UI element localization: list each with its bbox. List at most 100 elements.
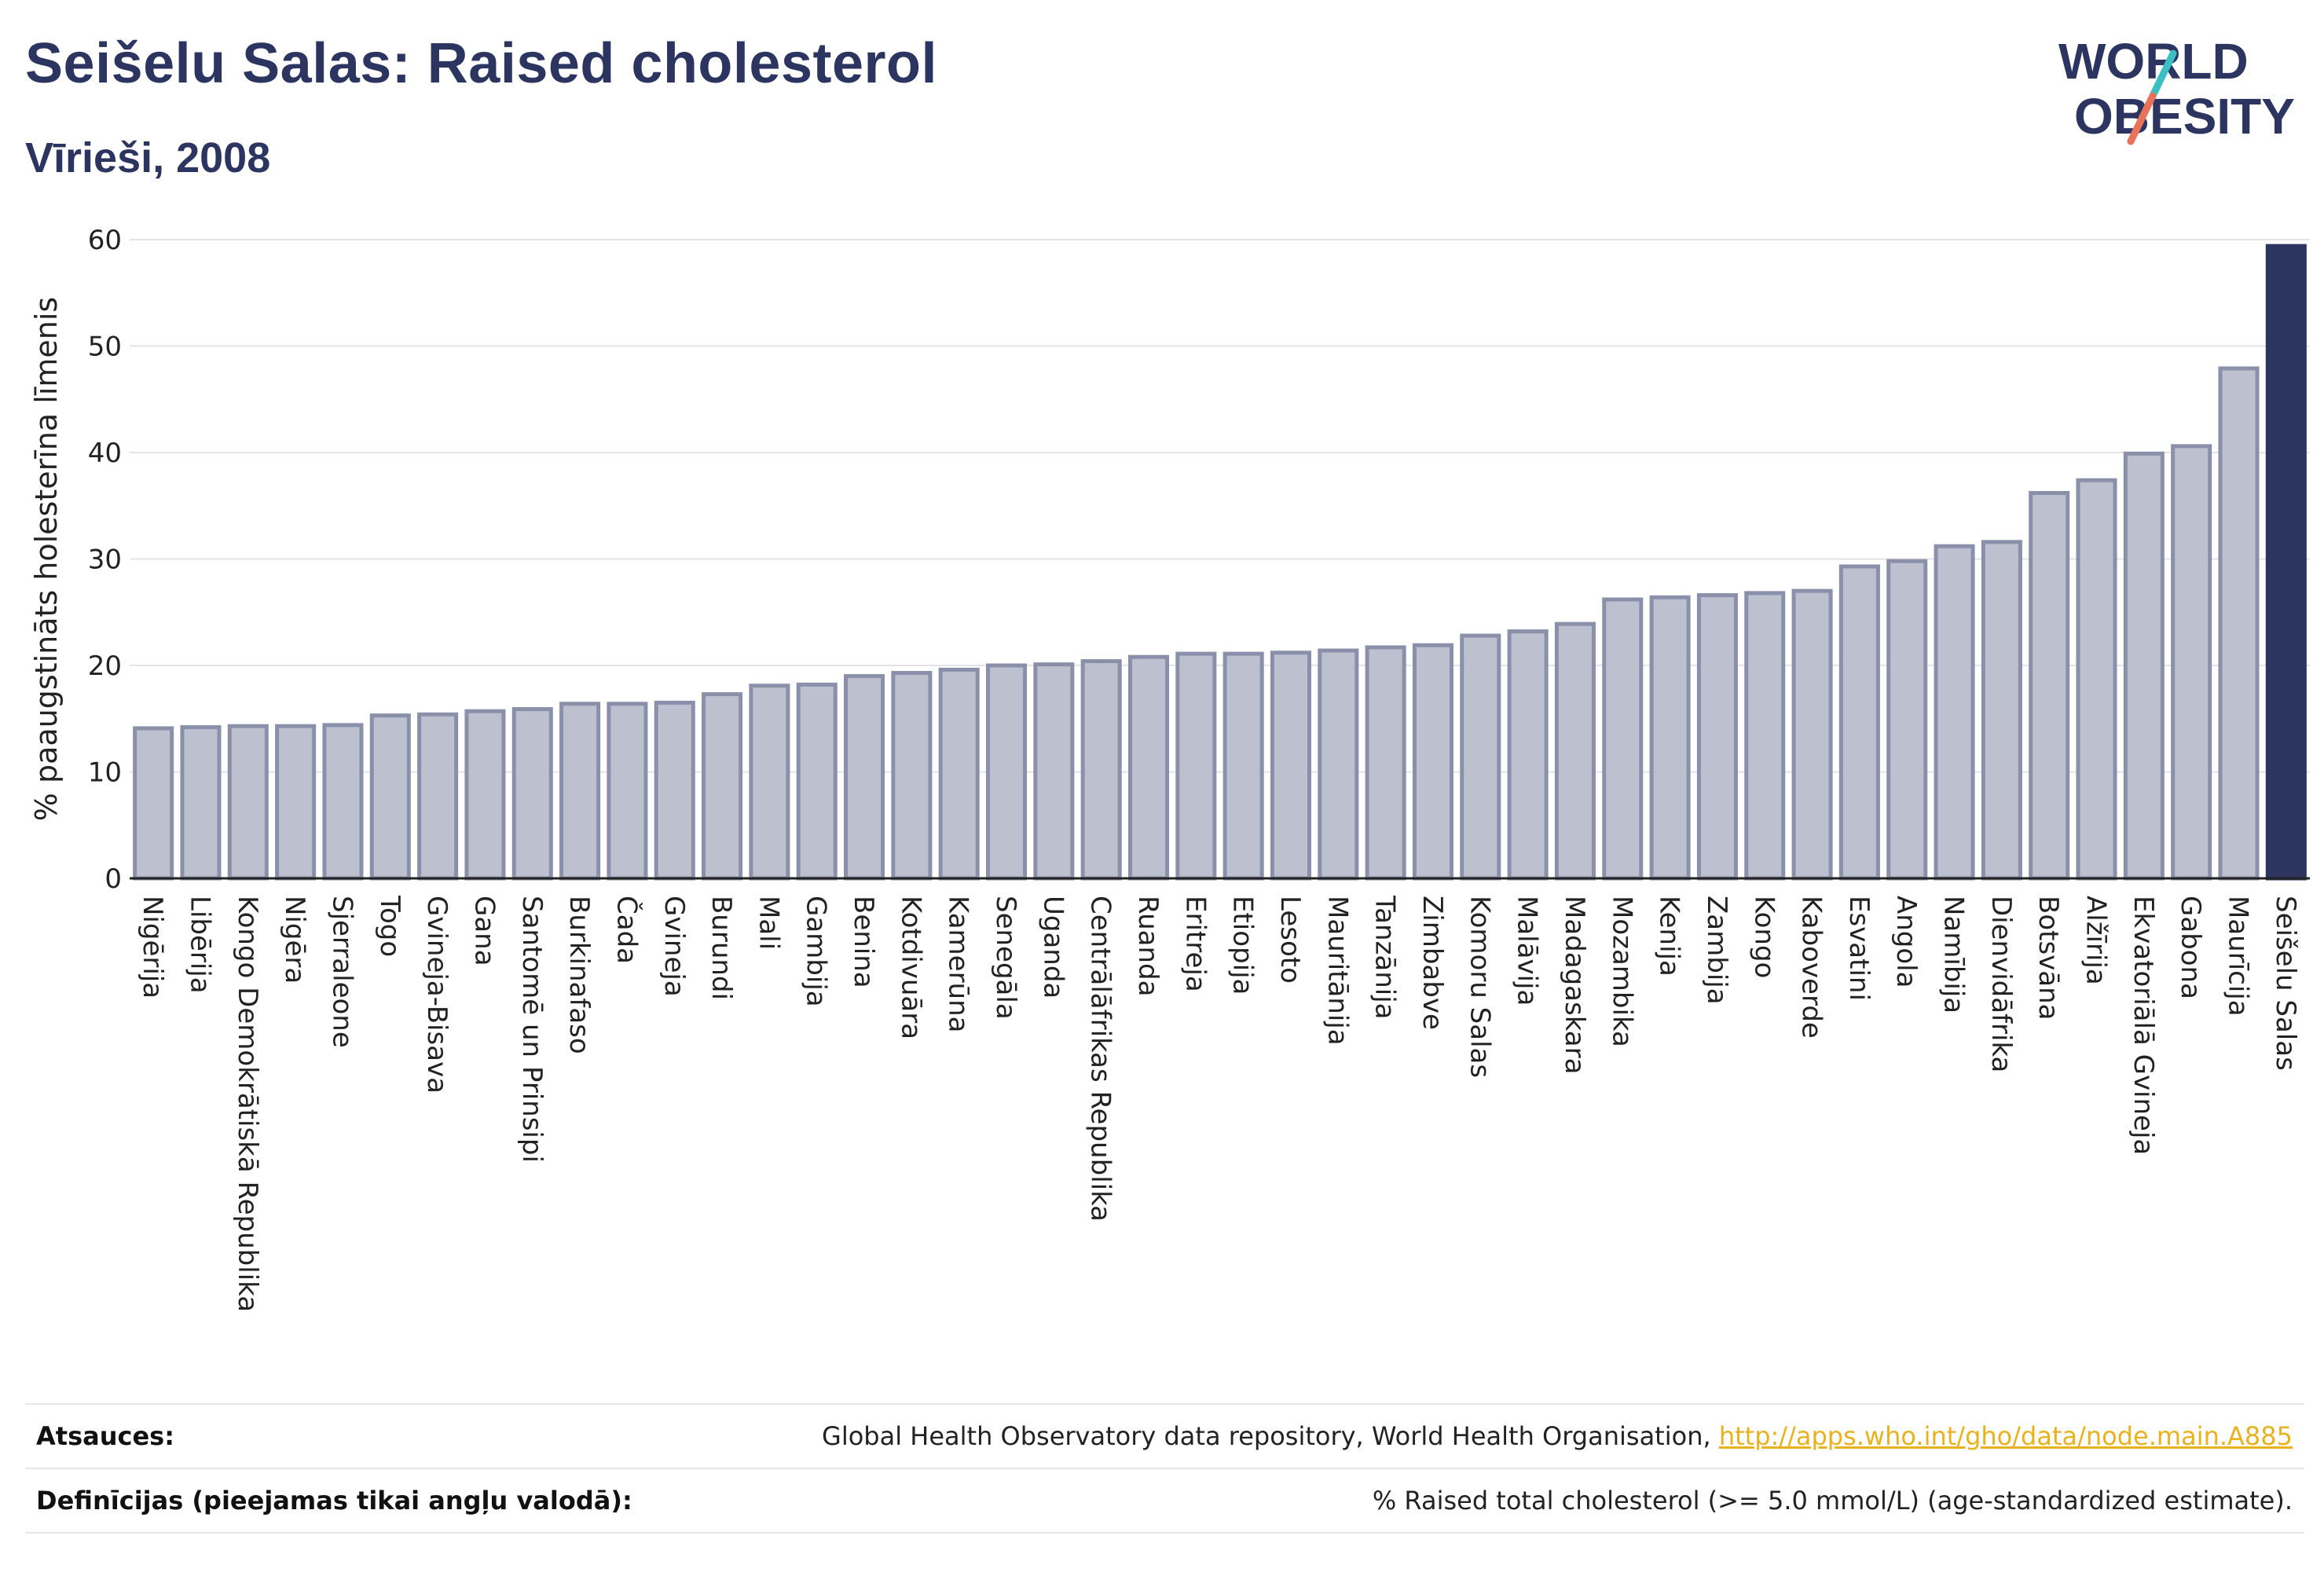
x-tick-label: Malāvija	[1512, 896, 1543, 1006]
bar	[1175, 651, 1217, 881]
page-title: Seišelu Salas: Raised cholesterol	[25, 32, 938, 95]
y-tick-label: 40	[88, 438, 122, 469]
bar	[938, 667, 980, 881]
sources-label: Atsauces:	[36, 1421, 174, 1451]
bar	[2123, 451, 2165, 881]
bar	[1554, 621, 1596, 881]
x-axis-labels: Nigērija Libērija Kongo Demokrātiskā Repub…	[137, 895, 2301, 1312]
x-tick-label: Kaboverde	[1796, 896, 1827, 1039]
bar-chart: 0 10 20 30 40 50 60 Nigērija Libērija Kongo Demo…	[29, 225, 2310, 1312]
x-tick-label: Nigēra	[279, 896, 310, 984]
y-tick-label: 10	[88, 757, 122, 789]
bar	[749, 684, 790, 881]
bar	[1934, 544, 1975, 881]
bar	[1412, 643, 1453, 881]
x-tick-label: Kongo Demokrātiskā Republika	[232, 896, 263, 1312]
bar	[1033, 662, 1075, 881]
y-tick-label: 60	[88, 225, 122, 256]
page-subtitle: Vīrieši, 2008	[25, 134, 271, 181]
definitions-value: % Raised total cholesterol (>= 5.0 mmol/…	[1372, 1486, 2293, 1516]
x-tick-label: Gambija	[801, 896, 832, 1007]
bar	[2029, 490, 2070, 881]
bar	[1602, 597, 1644, 881]
bar	[986, 663, 1028, 881]
bar	[1507, 629, 1549, 881]
x-tick-label: Santomē un Prinsipi	[516, 896, 548, 1163]
sources-row: Atsauces: Global Health Observatory data…	[25, 1403, 2304, 1468]
bar	[1460, 633, 1501, 881]
x-tick-label: Botsvāna	[2033, 896, 2064, 1021]
bar	[1791, 588, 1833, 881]
footer: Atsauces: Global Health Observatory data…	[25, 1403, 2304, 1534]
x-tick-label: Lesoto	[1274, 896, 1306, 984]
sources-text: Global Health Observatory data repositor…	[822, 1421, 1719, 1451]
sources-link[interactable]: http://apps.who.int/gho/data/node.main.A…	[1718, 1421, 2293, 1451]
x-tick-label: Dienvidāfrika	[1985, 896, 2017, 1072]
sources-value: Global Health Observatory data repositor…	[822, 1421, 2304, 1451]
world-obesity-logo: WORLD OBESITY	[2058, 33, 2295, 145]
definitions-row: Definīcijas (pieejamas tikai angļu valod…	[25, 1468, 2304, 1534]
bar	[369, 713, 411, 881]
x-tick-label: Zambija	[1701, 896, 1732, 1005]
bar	[2076, 478, 2117, 881]
x-tick-label: Libērija	[184, 896, 215, 994]
bar	[891, 670, 933, 881]
x-tick-label: Mozambika	[1606, 896, 1637, 1047]
bar	[1838, 564, 1880, 881]
bar	[227, 724, 269, 881]
bar	[1744, 591, 1786, 881]
x-tick-label: Čada	[610, 896, 643, 964]
x-tick-label: Burkinafaso	[563, 896, 595, 1054]
bar	[1649, 595, 1691, 881]
bar	[2218, 366, 2260, 881]
bar	[417, 712, 459, 881]
x-tick-label: Tanzānija	[1369, 895, 1401, 1019]
bar	[607, 702, 648, 881]
x-tick-label: Kenija	[1654, 896, 1685, 977]
bar	[1222, 651, 1264, 881]
x-tick-label: Alžīrija	[2080, 896, 2112, 985]
bar	[1080, 659, 1122, 881]
x-tick-label: Burundi	[706, 896, 737, 1000]
bar	[133, 726, 174, 881]
bar	[559, 702, 601, 881]
x-tick-label: Togo	[374, 895, 405, 957]
bar	[322, 723, 364, 881]
bar	[180, 725, 222, 881]
x-tick-label: Kamerūna	[943, 896, 974, 1032]
x-tick-label: Etiopija	[1227, 896, 1259, 995]
bar	[1365, 645, 1406, 881]
x-tick-label: Namībija	[1938, 896, 1970, 1013]
bar	[1318, 648, 1359, 881]
x-tick-label: Sjerraleone	[326, 896, 357, 1048]
bar	[654, 700, 695, 881]
x-tick-label: Gvineja	[658, 896, 690, 997]
bar	[2265, 244, 2307, 881]
logo-slash-bottom	[2127, 92, 2157, 145]
x-tick-label: Gana	[468, 896, 500, 966]
x-tick-label: Nigērija	[137, 896, 168, 999]
x-tick-label: Uganda	[1037, 896, 1069, 999]
x-tick-label: Ruanda	[1132, 896, 1164, 996]
x-tick-label: Madagaskara	[1559, 896, 1590, 1074]
x-tick-label: Mauritānija	[1321, 896, 1353, 1046]
bar	[1270, 651, 1312, 881]
definitions-label: Definīcijas (pieejamas tikai angļu valod…	[36, 1486, 632, 1516]
y-axis-title: % paaugstināts holesterīna līmenis	[29, 297, 64, 821]
bar	[1127, 654, 1170, 881]
x-tick-label: Zimbabve	[1417, 896, 1448, 1030]
x-tick-label: Kongo	[1748, 896, 1780, 978]
bar	[1981, 540, 2022, 881]
x-tick-label: Komoru Salas	[1464, 896, 1495, 1078]
x-tick-label: Esvatini	[1843, 896, 1875, 1001]
y-axis-ticks: 0 10 20 30 40 50 60	[88, 225, 122, 895]
y-tick-label: 0	[104, 863, 122, 895]
bar	[1886, 559, 1928, 881]
x-tick-label: Gvineja-Bisava	[421, 896, 453, 1094]
bar	[275, 724, 317, 881]
x-tick-label: Mali	[753, 896, 784, 950]
x-tick-label: Kotdivuāra	[895, 896, 926, 1039]
logo-slash-top	[2149, 49, 2177, 100]
bar	[464, 709, 506, 881]
x-tick-label: Eritreja	[1179, 896, 1211, 992]
